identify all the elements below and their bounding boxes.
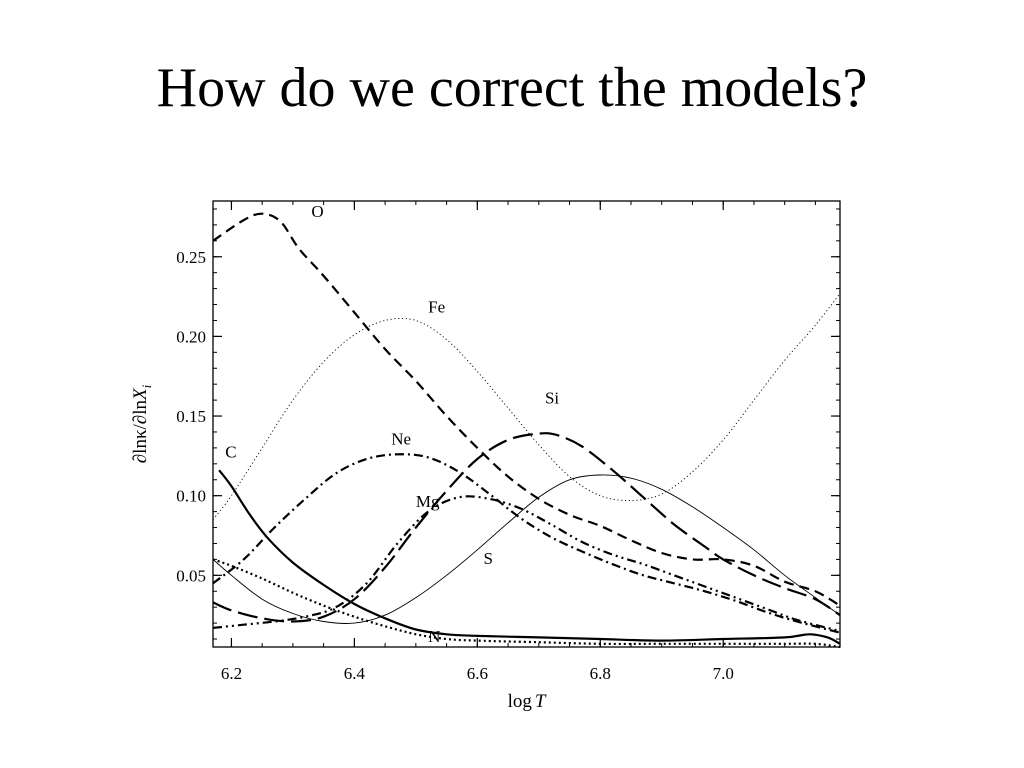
y-tick-label: 0.20 [176, 327, 206, 346]
slide-title: How do we correct the models? [156, 57, 868, 119]
plot-frame [212, 200, 841, 648]
y-tick-label: 0.25 [176, 248, 206, 267]
curve-labels: O Fe Si Ne Mg S C N [225, 202, 559, 646]
curve-label-c: C [225, 442, 236, 461]
x-tick-label: 6.4 [344, 664, 366, 683]
y-tick-label: 0.05 [176, 566, 206, 585]
series-line-c [218, 469, 841, 645]
series-line-mg [212, 495, 841, 633]
curve-label-si: Si [545, 388, 559, 407]
y-axis-label-subscript: i [139, 384, 154, 388]
curve-label-ne: Ne [391, 430, 411, 449]
y-axis-label-variable: X [130, 387, 151, 401]
curve-label-s: S [483, 549, 492, 568]
y-axis-label: ∂lnκ/∂lnXi [130, 384, 154, 463]
series-line-o [212, 212, 841, 607]
chart-curves [212, 212, 841, 649]
x-tick-label: 7.0 [713, 664, 734, 683]
y-tick-label: 0.10 [176, 487, 206, 506]
series-line-n [212, 558, 841, 649]
x-axis-label: log T [508, 691, 547, 712]
series-line-ne [212, 453, 841, 634]
curve-label-mg: Mg [416, 492, 440, 511]
curve-label-n: N [428, 627, 440, 646]
x-tick-label: 6.6 [467, 664, 488, 683]
curve-label-fe: Fe [428, 298, 445, 317]
series-line-s [212, 474, 841, 624]
x-axis-label-log: log [508, 691, 533, 712]
x-axis-label-variable: T [535, 691, 547, 712]
y-tick-label: 0.15 [176, 407, 206, 426]
series-line-si [212, 432, 841, 623]
axis-ticks: 6.2 6.4 6.6 6.8 7.0 0.05 0.10 0.15 0.20 0.25 [176, 201, 840, 683]
x-tick-label: 6.2 [221, 664, 242, 683]
series-line-fe [212, 293, 841, 520]
x-tick-label: 6.8 [590, 664, 611, 683]
y-axis-label-main: ∂lnκ/∂ln [130, 400, 151, 464]
curve-label-o: O [311, 202, 323, 221]
